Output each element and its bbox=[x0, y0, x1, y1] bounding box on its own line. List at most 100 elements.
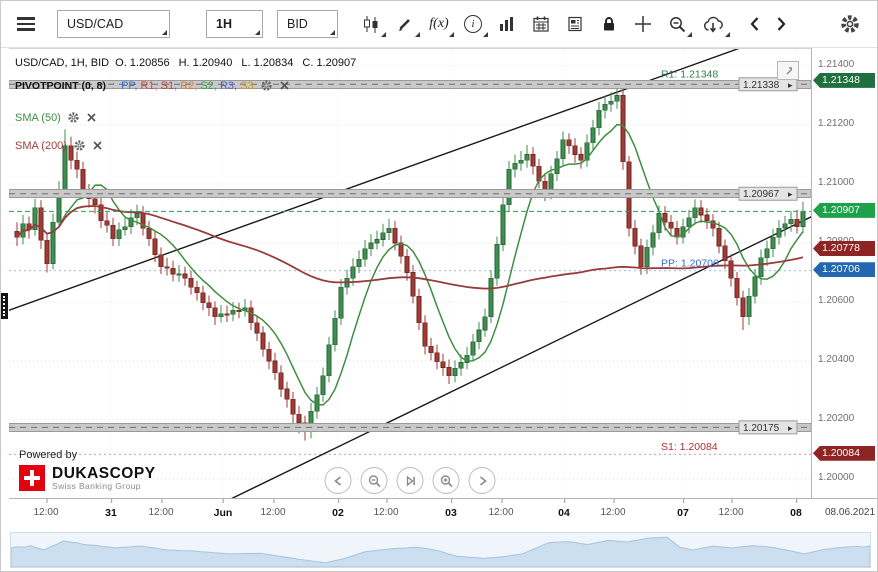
pivot-items: PP, R1, S1, R2, S2, R3, S3 bbox=[121, 80, 254, 92]
chart-type-button[interactable] bbox=[354, 9, 388, 39]
candle-body bbox=[392, 227, 398, 244]
candle-body bbox=[662, 213, 668, 223]
x-axis-label: 02 bbox=[332, 499, 344, 519]
pan-right-button[interactable] bbox=[468, 467, 496, 494]
gear-icon bbox=[841, 15, 859, 33]
x-axis-label: 12:00 bbox=[373, 499, 399, 518]
candle-body bbox=[404, 255, 410, 273]
period-select[interactable]: 1H bbox=[206, 10, 263, 38]
navigator-svg bbox=[10, 536, 871, 568]
zoom-in-button[interactable] bbox=[432, 467, 460, 494]
price-axis[interactable]: 1.214001.212001.210001.208001.206001.204… bbox=[811, 48, 877, 498]
submenu-caret-icon bbox=[381, 32, 386, 37]
candle-body bbox=[128, 217, 134, 228]
candle-body bbox=[176, 273, 182, 276]
hline-arrow-icon: ▸ bbox=[788, 423, 793, 433]
scroll-left-button[interactable] bbox=[742, 9, 768, 39]
candle-body bbox=[530, 154, 536, 167]
submenu-caret-icon bbox=[415, 32, 420, 37]
sma200-legend-row: SMA (200) bbox=[15, 139, 103, 152]
candle-body bbox=[590, 127, 596, 143]
chart-edge-drag-handle[interactable] bbox=[1, 293, 8, 319]
sma50-settings-button[interactable] bbox=[67, 111, 80, 124]
x-axis-label: 03 bbox=[445, 499, 457, 519]
y-axis-label: 1.21400 bbox=[818, 59, 855, 70]
zoom-out-button[interactable] bbox=[360, 467, 388, 494]
pivot-level-label: PP: 1.20706 bbox=[661, 258, 719, 270]
chart-navigation-controls bbox=[324, 467, 496, 494]
candle-body bbox=[722, 245, 728, 261]
candle-body bbox=[692, 207, 698, 219]
candle-body bbox=[608, 101, 614, 105]
time-axis[interactable]: 12:00 31 12:00 Jun 12:00 02 12:00 03 12:00 04 12:0… bbox=[9, 498, 811, 525]
indicators-button[interactable]: f(x) bbox=[422, 9, 456, 39]
info-button[interactable]: i bbox=[456, 9, 490, 39]
candle-body bbox=[440, 361, 446, 368]
sma50-remove-button[interactable] bbox=[86, 112, 97, 123]
calendar-button[interactable] bbox=[524, 9, 558, 39]
axis-corner: 08.06.2021 bbox=[811, 498, 877, 525]
candle-body bbox=[236, 309, 242, 312]
submenu-caret-icon bbox=[725, 32, 730, 37]
overview-navigator[interactable] bbox=[10, 532, 871, 568]
candle-body bbox=[482, 316, 488, 331]
pivot-remove-button[interactable] bbox=[279, 80, 290, 91]
hamburger-icon bbox=[17, 17, 35, 31]
save-load-button[interactable] bbox=[694, 9, 732, 39]
hline-price-label: 1.20967 bbox=[743, 189, 780, 200]
candle-body bbox=[356, 258, 362, 267]
scroll-right-button[interactable] bbox=[768, 9, 794, 39]
y-axis-label: 1.20200 bbox=[818, 413, 855, 424]
brand-name: DUKASCOPY bbox=[52, 464, 156, 482]
zoom-button[interactable] bbox=[660, 9, 694, 39]
chart-date-label: 08.06.2021 bbox=[825, 507, 876, 518]
settings-button[interactable] bbox=[833, 9, 867, 39]
instrument-select[interactable]: USD/CAD bbox=[57, 10, 170, 38]
hline-arrow-icon: ▸ bbox=[788, 80, 793, 90]
candle-body bbox=[428, 345, 434, 354]
draw-tools-button[interactable] bbox=[388, 9, 422, 39]
candle-body bbox=[104, 220, 110, 226]
candle-body bbox=[500, 204, 506, 245]
gear-icon bbox=[74, 140, 85, 151]
price-side-select[interactable]: BID bbox=[277, 10, 338, 38]
lock-button[interactable] bbox=[592, 9, 626, 39]
candle-body bbox=[668, 222, 674, 229]
candle-body bbox=[410, 272, 416, 297]
candle-body bbox=[320, 375, 326, 396]
x-axis-label: 12:00 bbox=[148, 499, 174, 518]
crosshair-icon bbox=[635, 16, 651, 32]
candle-body bbox=[770, 236, 776, 250]
sma-line bbox=[16, 123, 804, 406]
pan-left-button[interactable] bbox=[324, 467, 352, 494]
crosshair-button[interactable] bbox=[626, 9, 660, 39]
export-chart-button[interactable] bbox=[777, 61, 799, 80]
y-axis-label: 1.20600 bbox=[818, 295, 855, 306]
main-menu-button[interactable] bbox=[9, 9, 43, 39]
sma200-settings-button[interactable] bbox=[73, 139, 86, 152]
jump-to-latest-button[interactable] bbox=[396, 467, 424, 494]
pivot-settings-button[interactable] bbox=[260, 79, 273, 92]
candle-body bbox=[194, 286, 200, 293]
candle-body bbox=[740, 297, 746, 318]
x-axis-label: 31 bbox=[105, 499, 117, 519]
candlestick-svg[interactable]: 1.21338 ▸ 1.20967 ▸ 1.20175 ▸ R1: 1.21348 PP: 1… bbox=[9, 49, 811, 499]
open-value: O. 1.20856 bbox=[115, 57, 170, 69]
arrow-right-icon bbox=[479, 475, 487, 486]
candle-body bbox=[74, 160, 80, 170]
pivot-item-r3: R3, bbox=[219, 79, 241, 92]
candle-body bbox=[362, 248, 368, 260]
close-value: C. 1.20907 bbox=[302, 57, 357, 69]
candle-body bbox=[746, 295, 752, 318]
volume-button[interactable] bbox=[490, 9, 524, 39]
news-button[interactable] bbox=[558, 9, 592, 39]
gear-icon bbox=[260, 80, 272, 91]
candle-body bbox=[434, 352, 440, 362]
price-side-label: BID bbox=[287, 17, 308, 31]
candle-body bbox=[122, 226, 128, 231]
candle-body bbox=[68, 145, 74, 161]
chart-plot-area[interactable]: 1.21338 ▸ 1.20967 ▸ 1.20175 ▸ R1: 1.21348 PP: 1… bbox=[9, 48, 811, 499]
sma200-remove-button[interactable] bbox=[92, 140, 103, 151]
sma-line bbox=[16, 205, 804, 290]
candle-body bbox=[578, 154, 584, 161]
